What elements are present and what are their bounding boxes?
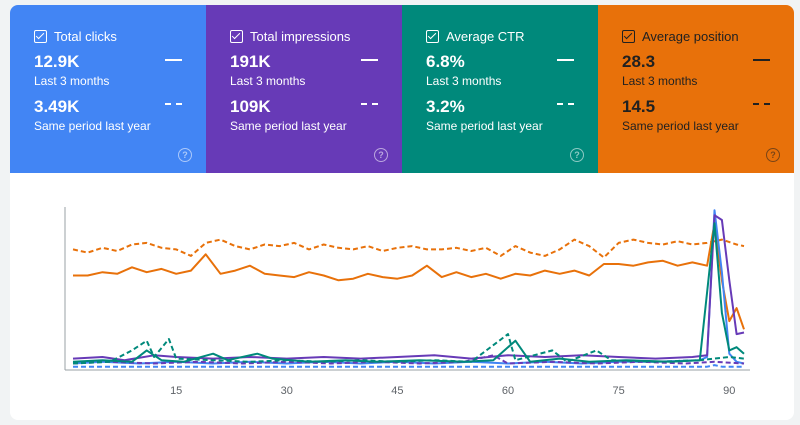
series-line-average-ctr-previous (72, 333, 745, 365)
line-chart: 15 30 45 60 75 90 (64, 207, 750, 397)
metric-label: Total clicks (54, 28, 117, 44)
metric-average-ctr[interactable]: Average CTR 6.8% Last 3 months 3.2% Same… (402, 5, 598, 173)
series-line-total-impressions-previous (72, 354, 745, 365)
series-line-average-position-current (73, 222, 745, 330)
metric-label: Total impressions (250, 28, 351, 44)
legend-dashed-line-icon (557, 103, 574, 105)
help-circle-icon[interactable]: ? (766, 148, 780, 162)
performance-card: Total clicks 12.9K Last 3 months 3.49K S… (10, 5, 794, 420)
metric-value: 12.9K (34, 52, 80, 71)
x-tick-label: 15 (170, 385, 182, 397)
legend-solid-line-icon (753, 59, 770, 61)
legend-dashed-line-icon (361, 103, 378, 105)
metric-period: Last 3 months (622, 74, 698, 88)
metric-compare-value: 3.49K (34, 97, 80, 116)
metric-average-position[interactable]: Average position 28.3 Last 3 months 14.5… (598, 5, 794, 173)
series-line-average-ctr-current (72, 222, 745, 363)
legend-solid-line-icon (165, 59, 182, 61)
metric-compare-value: 14.5 (622, 97, 656, 116)
help-circle-icon[interactable]: ? (374, 148, 388, 162)
metric-label: Average CTR (446, 28, 525, 44)
x-tick-label: 45 (391, 385, 403, 397)
x-tick-label: 60 (502, 385, 514, 397)
series-line-total-clicks-current (72, 209, 745, 365)
performance-chart: 15 30 45 60 75 90 (10, 173, 794, 420)
metric-compare-period: Same period last year (622, 119, 739, 133)
metric-label: Average position (642, 28, 739, 44)
metric-total-clicks[interactable]: Total clicks 12.9K Last 3 months 3.49K S… (10, 5, 206, 173)
legend-solid-line-icon (557, 59, 574, 61)
checkbox-checked-icon[interactable] (34, 29, 47, 43)
checkbox-checked-icon[interactable] (230, 29, 243, 43)
metric-compare-value: 109K (230, 97, 271, 116)
metric-compare-period: Same period last year (426, 119, 543, 133)
metric-period: Last 3 months (34, 74, 110, 88)
series-line-average-position-previous (72, 238, 745, 259)
metric-period: Last 3 months (230, 74, 306, 88)
metric-period: Last 3 months (426, 74, 502, 88)
legend-dashed-line-icon (753, 103, 770, 105)
metrics-row: Total clicks 12.9K Last 3 months 3.49K S… (10, 5, 794, 173)
legend-solid-line-icon (361, 59, 378, 61)
legend-dashed-line-icon (165, 103, 182, 105)
metric-value: 28.3 (622, 52, 656, 71)
help-circle-icon[interactable]: ? (178, 148, 192, 162)
series-line-total-clicks-previous (73, 364, 744, 368)
x-tick-label: 30 (281, 385, 293, 397)
checkbox-checked-icon[interactable] (426, 29, 439, 43)
checkbox-checked-icon[interactable] (622, 29, 635, 43)
x-tick-label: 90 (723, 385, 735, 397)
series-line-total-impressions-current (72, 214, 745, 362)
metric-compare-period: Same period last year (230, 119, 347, 133)
metric-value: 191K (230, 52, 271, 71)
metric-value: 6.8% (426, 52, 465, 71)
metric-compare-value: 3.2% (426, 97, 465, 116)
metric-total-impressions[interactable]: Total impressions 191K Last 3 months 109… (206, 5, 402, 173)
x-tick-label: 75 (612, 385, 624, 397)
help-circle-icon[interactable]: ? (570, 148, 584, 162)
metric-compare-period: Same period last year (34, 119, 151, 133)
